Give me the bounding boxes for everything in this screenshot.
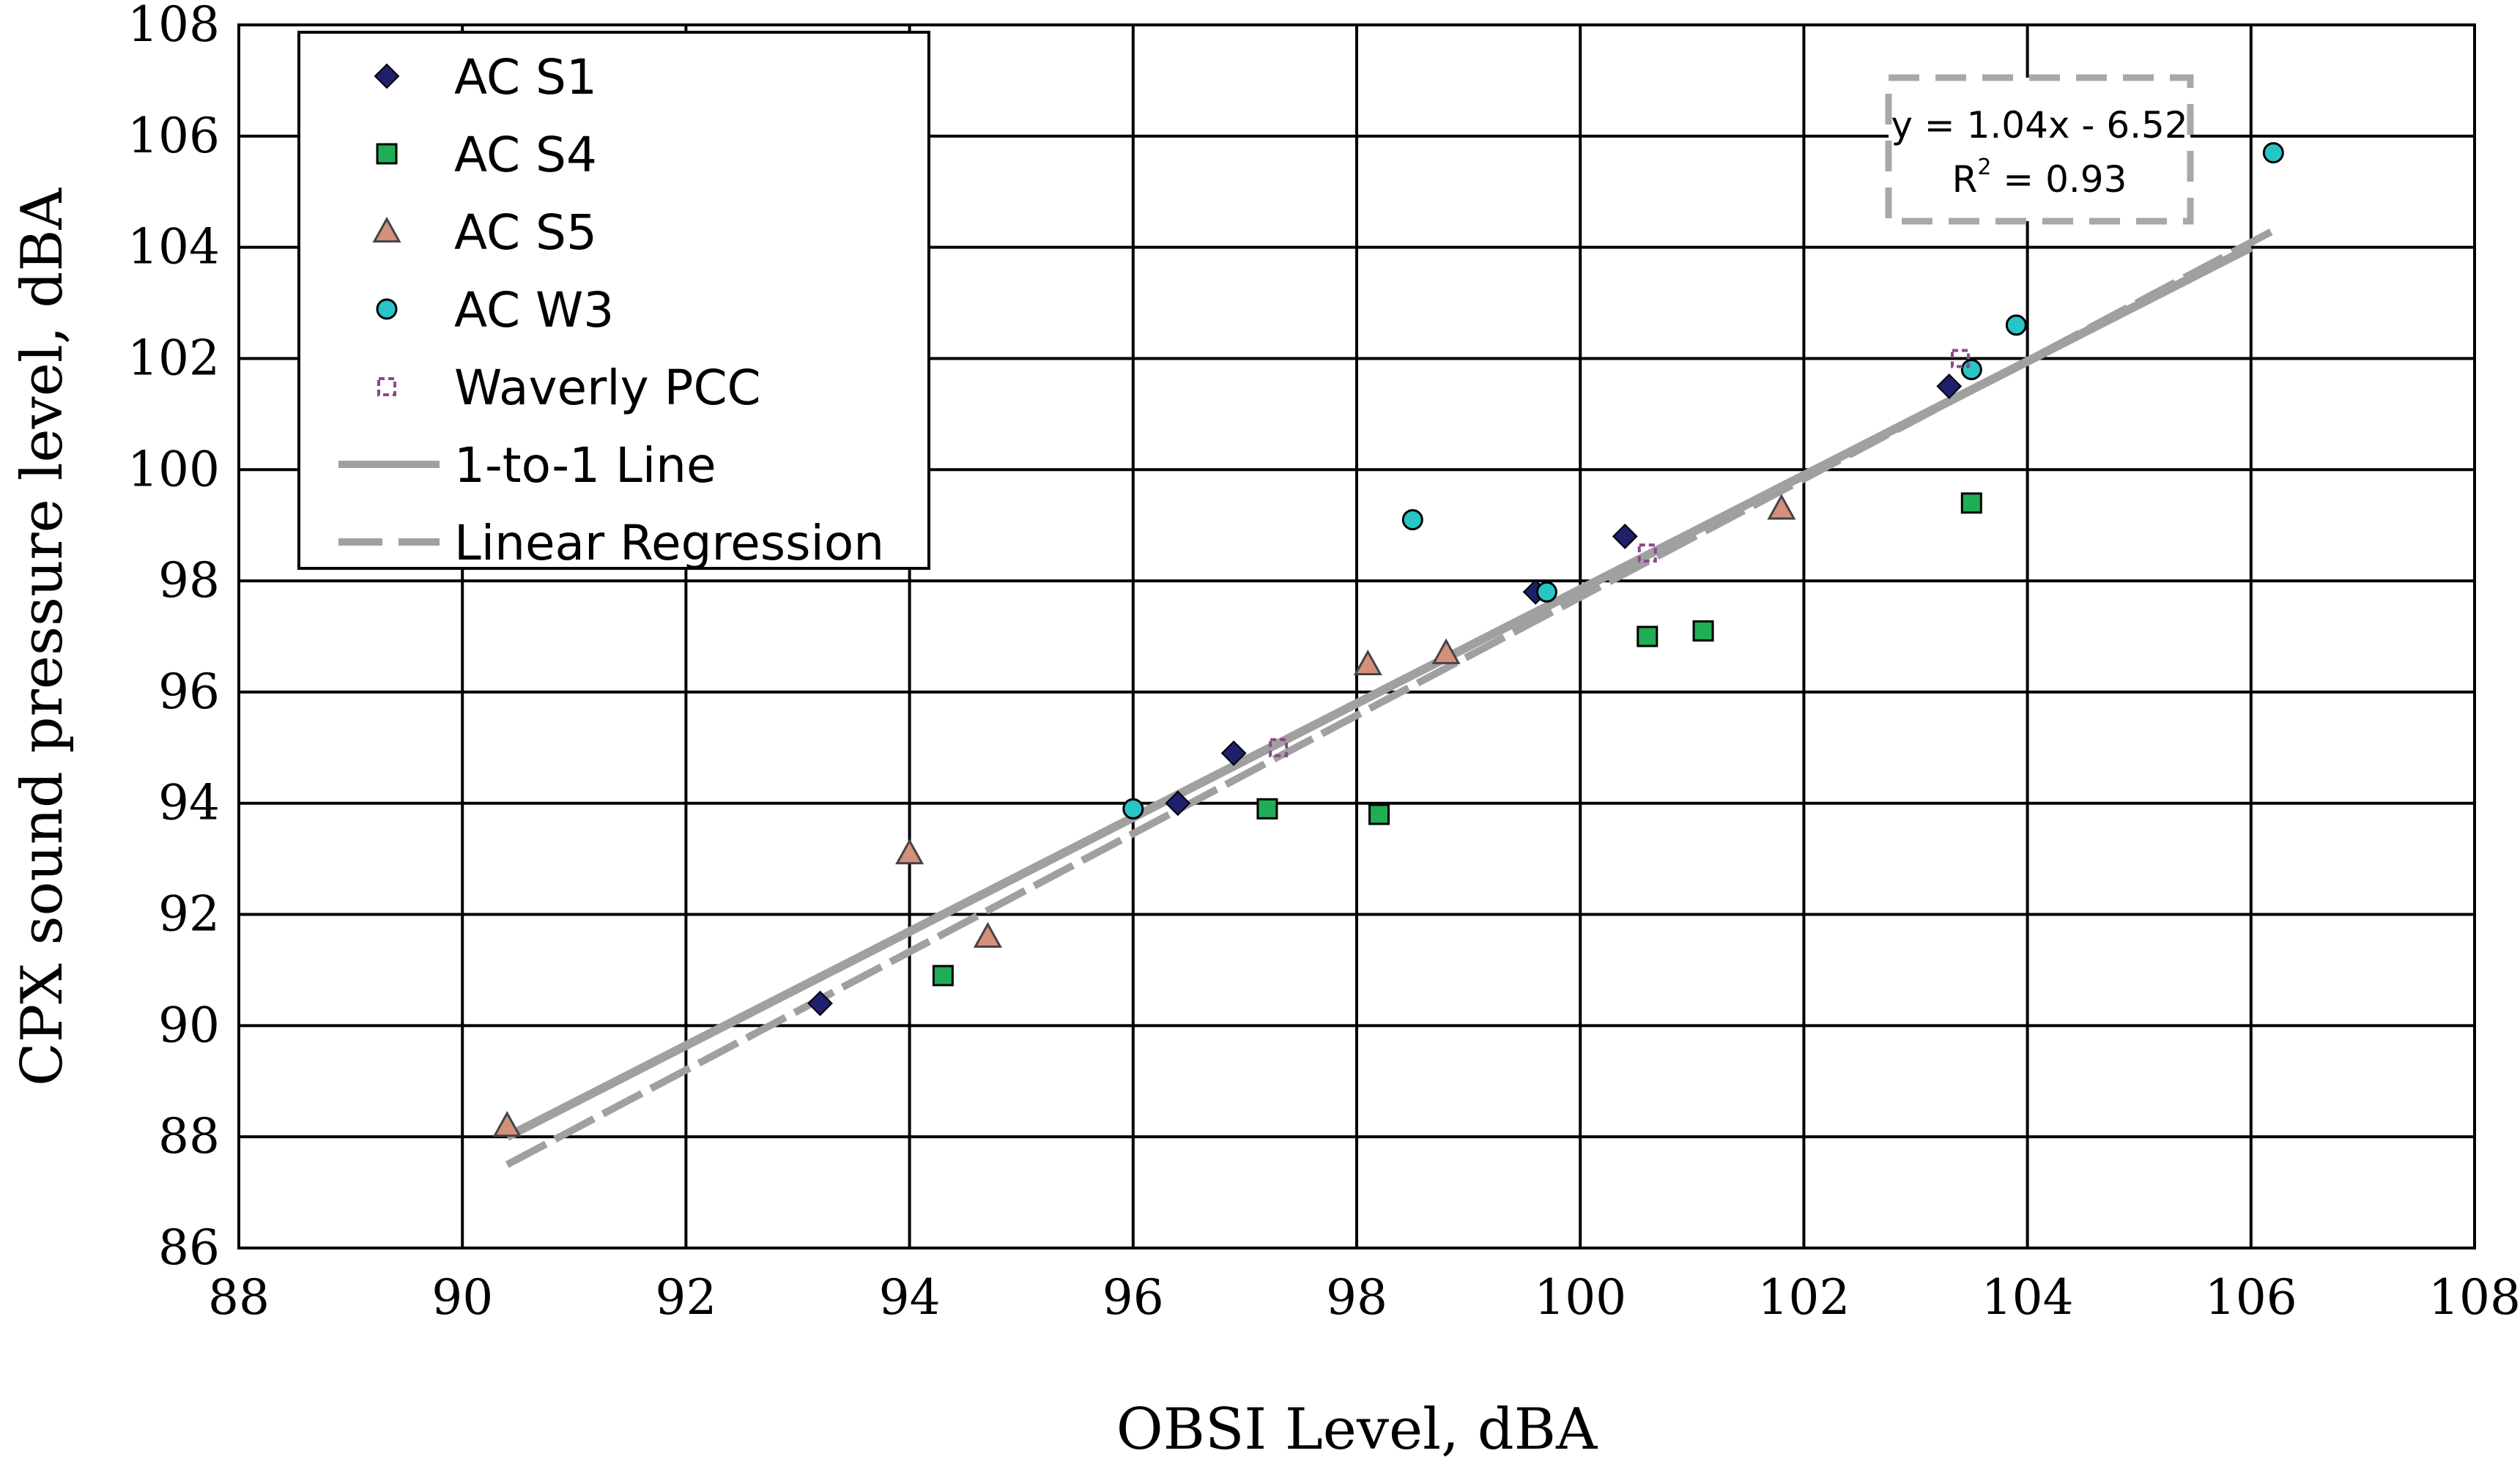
point-ac-s5	[895, 838, 924, 865]
legend-swatch-waverly-pcc	[377, 377, 396, 396]
x-tick-label: 92	[655, 1269, 716, 1326]
regression-line	[505, 227, 2275, 1168]
legend-swatch-ac-s1	[374, 63, 400, 89]
legend-label: AC S4	[454, 127, 597, 183]
x-tick-label: 98	[1326, 1269, 1387, 1326]
y-tick-label: 92	[158, 886, 220, 943]
y-axis-title: CPX sound pressure level, dBA	[10, 187, 75, 1086]
y-tick-label: 102	[127, 330, 220, 386]
point-ac-s1	[1612, 523, 1638, 549]
point-ac-s4	[1960, 492, 1982, 514]
point-ac-s5	[1353, 649, 1382, 676]
point-waverly-pcc	[1951, 349, 1971, 368]
point-waverly-pcc	[1637, 543, 1657, 563]
x-tick-label: 94	[879, 1269, 941, 1326]
legend-swatch-ac-s5	[372, 216, 401, 243]
legend-item: 1-to-1 Line	[338, 437, 716, 494]
x-tick-labels: 88 90 92 94 96 98 100 102 104 106 108	[208, 1269, 2520, 1326]
point-ac-s5	[973, 921, 1002, 948]
point-ac-s1	[1936, 373, 1963, 399]
point-ac-s4	[932, 965, 954, 987]
x-tick-label: 102	[1757, 1269, 1850, 1326]
regression-equation-box: y = 1.04x - 6.52 R2 = 0.93	[1885, 74, 2194, 225]
point-ac-s5	[492, 1110, 522, 1137]
data-points	[492, 142, 2284, 1137]
legend-item: AC S1	[374, 49, 597, 105]
point-ac-s4	[1368, 803, 1390, 825]
point-ac-s4	[1256, 798, 1278, 820]
y-tick-label: 106	[127, 108, 220, 164]
point-ac-s1	[807, 990, 833, 1017]
point-ac-w3	[1960, 359, 1982, 381]
y-tick-label: 108	[127, 0, 220, 53]
legend-label: AC W3	[454, 282, 614, 338]
legend-label: AC S1	[454, 49, 597, 105]
x-tick-label: 106	[2205, 1269, 2297, 1326]
legend-label: Linear Regression	[454, 515, 884, 571]
point-ac-w3	[1401, 509, 1423, 531]
x-axis-title: OBSI Level, dBA	[1116, 1397, 1598, 1463]
point-ac-s5	[1431, 638, 1461, 664]
x-tick-label: 104	[1982, 1269, 2074, 1326]
legend-label: Waverly PCC	[454, 360, 761, 416]
legend-item: AC S4	[376, 127, 597, 183]
y-tick-label: 100	[127, 441, 220, 497]
y-tick-label: 96	[158, 664, 220, 720]
legend-item: Linear Regression	[338, 515, 884, 571]
point-ac-w3	[2005, 314, 2027, 336]
y-tick-label: 90	[158, 997, 220, 1053]
trend-lines	[505, 227, 2275, 1168]
legend-label: 1-to-1 Line	[454, 437, 716, 494]
legend-item: Waverly PCC	[377, 360, 761, 416]
point-ac-w3	[1535, 581, 1557, 603]
x-tick-label: 100	[1534, 1269, 1626, 1326]
legend-label: AC S5	[454, 204, 597, 261]
y-tick-labels: 86 88 90 92 94 96 98 100 102 104 106 108	[127, 0, 220, 1276]
legend: AC S1 AC S4 AC S5 AC W3 Waverly PCC 1-to-1 Li…	[297, 31, 930, 571]
legend-swatch-ac-s4	[376, 143, 398, 165]
point-ac-s5	[1767, 494, 1796, 520]
regression-equation: y = 1.04x - 6.52	[1891, 104, 2187, 146]
y-tick-label: 94	[158, 775, 220, 831]
legend-swatch-ac-w3	[376, 298, 398, 320]
y-tick-label: 104	[127, 219, 220, 275]
r-squared: R2 = 0.93	[1952, 155, 2127, 201]
point-waverly-pcc	[1269, 738, 1289, 757]
point-ac-s1	[1165, 790, 1191, 817]
x-tick-label: 90	[431, 1269, 493, 1326]
x-tick-label: 96	[1102, 1269, 1164, 1326]
x-tick-label: 108	[2428, 1269, 2520, 1326]
point-ac-w3	[2262, 142, 2284, 164]
legend-item: AC W3	[376, 282, 614, 338]
y-tick-label: 88	[158, 1108, 220, 1165]
point-ac-s4	[1692, 620, 1714, 642]
x-tick-label: 88	[208, 1269, 270, 1326]
y-tick-label: 98	[158, 552, 220, 609]
point-ac-w3	[1122, 798, 1144, 820]
point-ac-s1	[1220, 740, 1247, 766]
legend-item: AC S5	[372, 204, 597, 261]
point-ac-s4	[1637, 625, 1659, 647]
y-tick-label: 86	[158, 1219, 220, 1276]
